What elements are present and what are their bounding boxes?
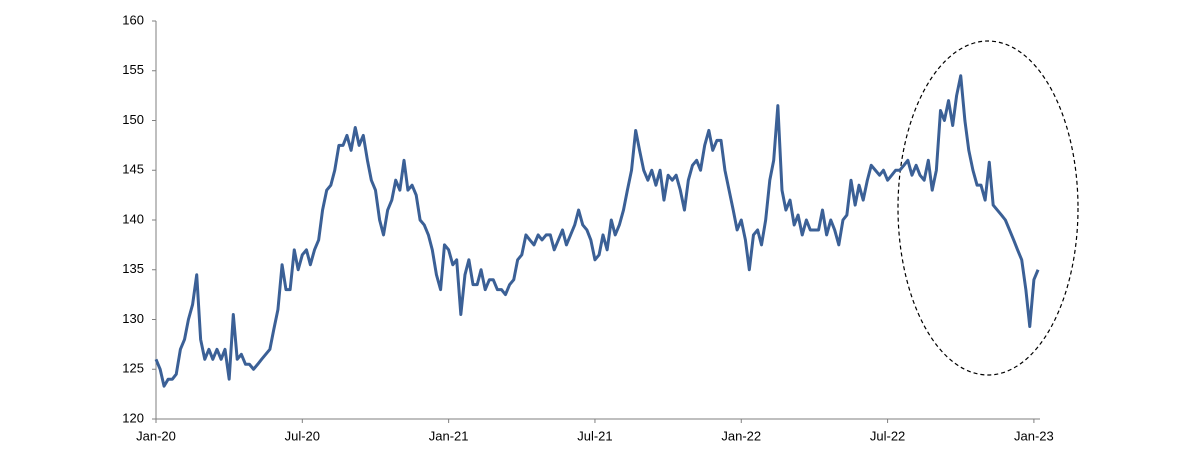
y-tick-label: 130: [122, 311, 144, 326]
y-tick-label: 135: [122, 261, 144, 276]
y-tick-label: 150: [122, 112, 144, 127]
data-line: [154, 74, 1040, 388]
y-tick-label: 160: [122, 12, 144, 27]
x-tick-label: Jan-20: [136, 428, 176, 443]
x-tick-label: Jan-23: [1014, 428, 1054, 443]
x-tick-label: Jan-21: [429, 428, 469, 443]
y-tick-label: 120: [122, 410, 144, 425]
highlight-ellipse: [897, 40, 1079, 376]
y-tick-label: 155: [122, 62, 144, 77]
x-tick-label: Jul-21: [577, 428, 612, 443]
x-tick-label: Jan-22: [721, 428, 761, 443]
y-tick-label: 140: [122, 211, 144, 226]
y-tick-label: 145: [122, 162, 144, 177]
x-tick-label: Jul-20: [285, 428, 320, 443]
x-tick-label: Jul-22: [870, 428, 905, 443]
y-tick-label: 125: [122, 361, 144, 376]
